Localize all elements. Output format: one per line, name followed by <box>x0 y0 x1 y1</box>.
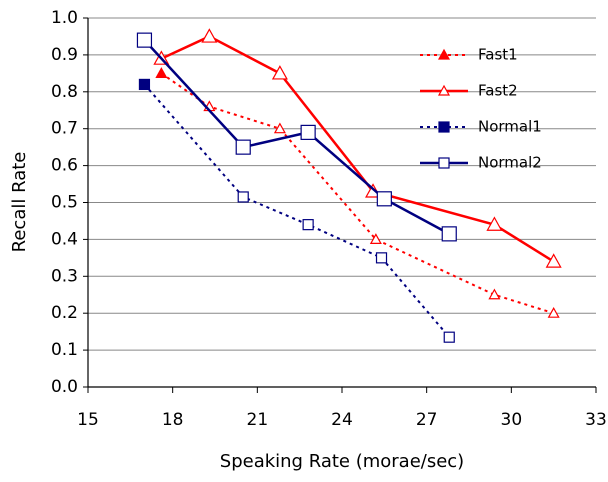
x-tick-label: 30 <box>501 410 523 430</box>
marker <box>441 226 457 242</box>
y-tick-label: 0.5 <box>51 193 78 213</box>
y-tick-label: 0.6 <box>51 156 78 176</box>
marker <box>375 252 388 264</box>
x-tick-label: 24 <box>331 410 353 430</box>
marker <box>155 67 168 78</box>
marker <box>136 32 153 48</box>
marker <box>237 191 249 203</box>
x-tick-label: 18 <box>162 410 184 430</box>
x-tick-label: 15 <box>77 410 99 430</box>
marker <box>138 78 151 91</box>
y-tick-label: 0.4 <box>51 229 78 249</box>
y-tick-label: 0.9 <box>51 45 78 65</box>
legend-label: Normal2 <box>478 154 542 172</box>
y-tick-label: 0.1 <box>51 340 78 360</box>
marker <box>547 306 560 318</box>
series-line <box>160 35 555 263</box>
marker <box>201 28 218 43</box>
series-line <box>143 83 451 338</box>
marker <box>271 65 288 80</box>
y-tick-label: 0.0 <box>51 377 78 397</box>
marker <box>235 139 251 155</box>
x-axis-label: Speaking Rate (morae/sec) <box>220 451 464 472</box>
series-line <box>143 39 450 235</box>
marker <box>376 191 392 207</box>
marker <box>488 288 501 300</box>
legend-label: Fast2 <box>478 82 518 100</box>
legend-label: Fast1 <box>478 46 518 64</box>
marker <box>545 253 562 268</box>
marker <box>300 124 316 140</box>
marker <box>302 219 314 231</box>
legend-marker <box>437 48 451 60</box>
series-line <box>160 72 554 315</box>
y-tick-label: 0.3 <box>51 266 78 286</box>
y-axis-label: Recall Rate <box>9 152 30 253</box>
y-tick-label: 1.0 <box>51 8 78 28</box>
marker <box>486 216 503 231</box>
y-tick-label: 0.8 <box>51 82 78 102</box>
legend-marker <box>438 121 450 133</box>
y-tick-label: 0.2 <box>51 303 78 323</box>
legend-label: Normal1 <box>478 118 542 136</box>
legend-marker <box>437 84 451 96</box>
x-tick-label: 27 <box>416 410 438 430</box>
marker <box>369 233 382 244</box>
marker <box>273 122 286 134</box>
x-tick-label: 21 <box>247 410 269 430</box>
x-tick-label: 33 <box>585 410 607 430</box>
y-tick-label: 0.7 <box>51 119 78 139</box>
marker <box>443 331 455 343</box>
legend-marker <box>438 157 450 169</box>
